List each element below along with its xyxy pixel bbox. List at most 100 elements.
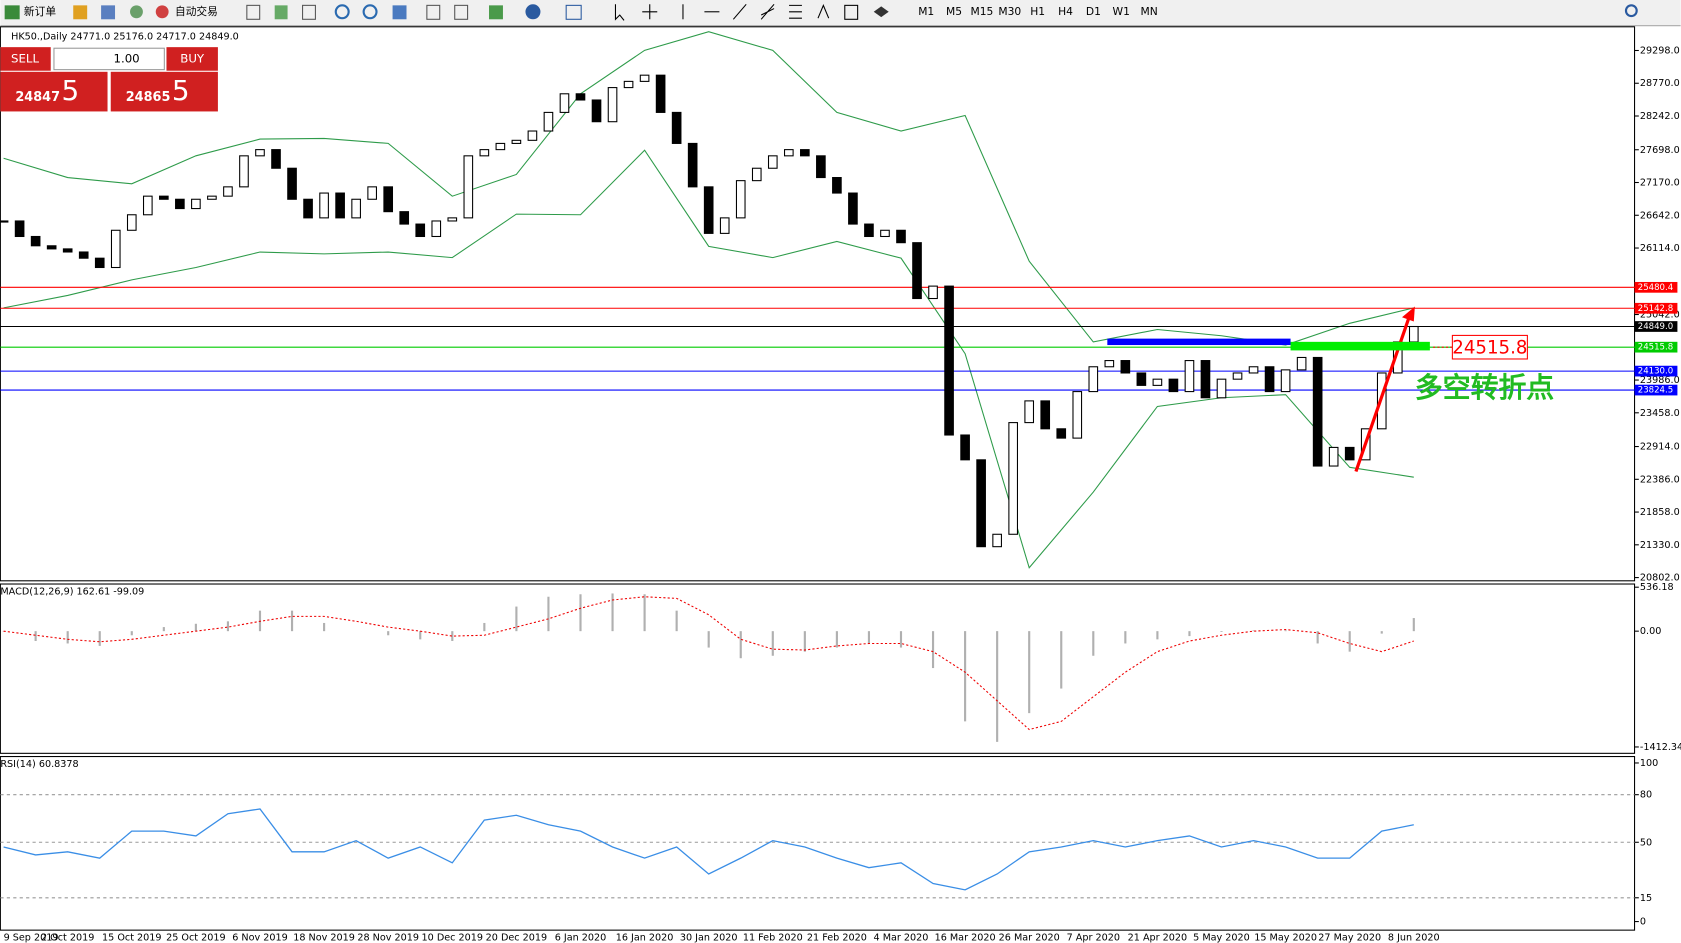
candle xyxy=(832,177,842,194)
candle xyxy=(110,229,121,269)
toolbar-icon[interactable] xyxy=(73,5,88,20)
y-tick-label: 21330.0 xyxy=(1640,540,1680,551)
toolbar-icon[interactable] xyxy=(302,4,316,20)
sell-price-pip[interactable]: 5 xyxy=(61,74,79,107)
periods-icon[interactable] xyxy=(525,4,541,20)
candle xyxy=(1216,378,1227,399)
candle xyxy=(655,74,666,113)
candle xyxy=(14,220,25,238)
x-tick-label: 10 Dec 2019 xyxy=(422,933,484,943)
candle xyxy=(1200,360,1211,399)
auto-trading-icon[interactable] xyxy=(155,5,169,19)
timeframe-button[interactable]: H4 xyxy=(1058,5,1073,18)
candle xyxy=(703,186,714,234)
sell-label[interactable]: SELL xyxy=(11,51,39,65)
buy-price[interactable]: 24865 xyxy=(126,90,171,105)
timeframe-button[interactable]: MN xyxy=(1140,5,1157,18)
fibo-icon[interactable] xyxy=(789,4,802,19)
candle xyxy=(46,245,57,250)
search-icon[interactable] xyxy=(1624,4,1638,18)
zoom-out-icon[interactable] xyxy=(362,4,378,20)
x-tick-label: 30 Jan 2020 xyxy=(680,933,738,943)
buy-price-box[interactable] xyxy=(110,71,218,112)
trade-panel: SELL 1.00 BUY 24847 5 24865 5 xyxy=(0,47,218,112)
text-icon[interactable] xyxy=(817,3,830,19)
indicators-icon[interactable] xyxy=(489,5,503,20)
candle xyxy=(1152,378,1163,386)
toolbar xyxy=(0,0,1681,26)
candle xyxy=(575,93,586,101)
x-tick-label: 11 Feb 2020 xyxy=(743,933,803,943)
timeframe-button[interactable]: H1 xyxy=(1030,5,1045,18)
timeframe-button[interactable]: M30 xyxy=(998,5,1021,18)
buy-label[interactable]: BUY xyxy=(180,51,205,65)
candle xyxy=(447,217,458,222)
level-label: 24130.0 xyxy=(1638,367,1673,377)
timeframe-button[interactable]: W1 xyxy=(1113,5,1130,18)
arrow-head xyxy=(1402,306,1415,322)
toolbar-icon[interactable] xyxy=(246,4,261,20)
toolbar-icon[interactable] xyxy=(392,5,407,20)
candle xyxy=(1232,372,1243,380)
toolbar-icon[interactable] xyxy=(454,4,469,20)
auto-trading-button[interactable]: 自动交易 xyxy=(175,5,218,18)
lots-input[interactable] xyxy=(53,47,165,71)
candle xyxy=(399,211,410,225)
candle xyxy=(367,186,377,200)
candle xyxy=(94,257,105,269)
toolbar-icon[interactable] xyxy=(130,5,143,19)
y-tick-label: 28770.0 xyxy=(1640,78,1680,89)
candle xyxy=(142,195,153,216)
timeframe-button[interactable]: M5 xyxy=(946,5,962,18)
candle xyxy=(671,111,682,144)
new-order-button[interactable]: 新订单 xyxy=(24,5,56,18)
label-icon[interactable] xyxy=(844,4,859,20)
sell-button[interactable] xyxy=(0,47,51,71)
toolbar-icon[interactable] xyxy=(426,4,441,20)
crosshair-icon[interactable] xyxy=(642,4,658,20)
buy-button[interactable] xyxy=(166,47,218,71)
candle xyxy=(623,80,634,89)
lots-value[interactable]: 1.00 xyxy=(113,51,139,65)
candle xyxy=(335,192,345,219)
candle xyxy=(1056,428,1067,439)
candle xyxy=(1008,422,1018,535)
level-label: 24515.8 xyxy=(1638,343,1673,353)
sell-price-box[interactable] xyxy=(0,71,108,112)
new-order-icon[interactable] xyxy=(4,5,20,20)
candle xyxy=(511,139,522,144)
candle xyxy=(463,155,474,219)
candle xyxy=(1168,378,1179,393)
x-tick-label: 26 Mar 2020 xyxy=(999,933,1060,943)
candle xyxy=(255,149,265,157)
trendline-icon[interactable] xyxy=(732,3,747,20)
candle xyxy=(479,149,490,157)
channel-icon[interactable] xyxy=(760,3,775,20)
timeframe-button[interactable]: M15 xyxy=(971,5,994,18)
y-tick-label: 21858.0 xyxy=(1640,507,1680,518)
timeframe-button[interactable]: D1 xyxy=(1086,5,1101,18)
candle xyxy=(1040,400,1051,430)
zoom-in-icon[interactable] xyxy=(334,4,350,20)
x-tick-label: 15 May 2020 xyxy=(1254,933,1317,943)
toolbar-icon[interactable] xyxy=(274,5,288,20)
candle xyxy=(159,195,169,200)
toolbar-icon[interactable] xyxy=(101,5,116,20)
candle xyxy=(527,130,538,141)
candle xyxy=(1104,360,1115,368)
candle xyxy=(1296,356,1307,371)
candle xyxy=(912,242,922,300)
y-tick-label: 28242.0 xyxy=(1640,111,1680,122)
sell-price[interactable]: 24847 xyxy=(15,90,60,105)
y-tick-label: -1412.34 xyxy=(1640,742,1681,753)
buy-price-pip[interactable]: 5 xyxy=(172,74,190,107)
rsi-panel xyxy=(0,756,1636,931)
candle xyxy=(1136,372,1147,386)
level-label: 25142.8 xyxy=(1638,304,1673,314)
cursor-icon[interactable] xyxy=(614,4,625,21)
macd-signal xyxy=(3,596,1414,731)
x-tick-label: 15 Oct 2019 xyxy=(102,933,162,943)
templates-icon[interactable] xyxy=(565,4,582,20)
candle xyxy=(78,251,89,259)
timeframe-button[interactable]: M1 xyxy=(918,5,934,18)
